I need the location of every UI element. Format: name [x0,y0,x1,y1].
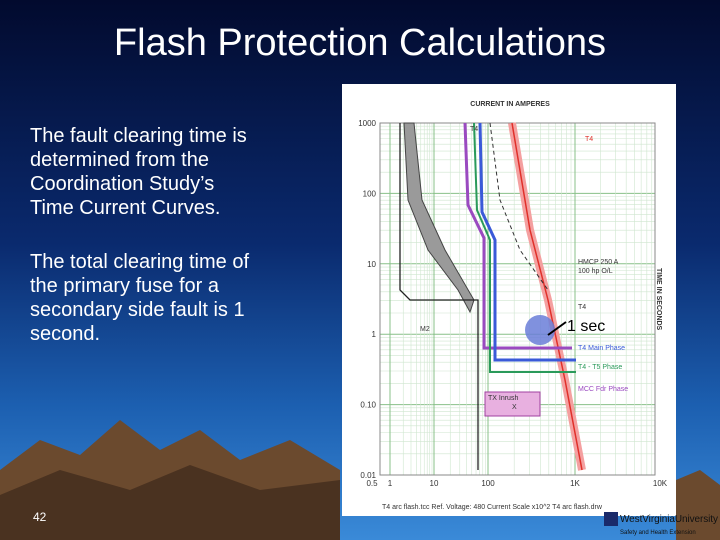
x-tick-label: 10K [653,479,668,488]
curve [463,122,572,350]
curve-label: T4 [585,136,593,143]
x-tick-label: 100 [481,479,495,488]
curve [473,122,576,373]
curve-label: HMCP 250 A [578,259,619,266]
annotation: 1 sec [567,318,605,335]
curve [399,123,479,470]
text-line: The fault clearing time is [30,125,247,147]
curve-label: MCC Fdr Phase [578,386,628,393]
logo-subtitle: Safety and Health Extension [620,530,696,536]
text-line: secondary side fault is 1 [30,299,245,321]
text-line: the primary fuse for a [30,275,219,297]
y-tick-label: 0.01 [360,471,376,480]
y-tick-label: 0.10 [360,401,376,410]
y-tick-label: 100 [363,189,377,198]
curve [478,122,576,362]
y-axis-title: TIME IN SECONDS [655,268,662,331]
x-tick-label: 1K [570,479,580,488]
logo-name: WestVirginiaUniversity [620,514,718,525]
x-tick-label: 1 [388,479,393,488]
y-tick-label: 10 [367,260,376,269]
fuse-band [403,122,475,314]
curve-label: T4 Main Phase [578,345,625,352]
text-line: determined from the [30,149,209,171]
curve-label: T4 [578,304,586,311]
highlight [525,315,555,345]
curve [511,122,583,471]
curve-label: X [512,404,517,411]
slide-title: Flash Protection Calculations [113,22,607,64]
y-tick-label: 1 [372,330,377,339]
figure-background [342,84,676,516]
text-line: The total clearing time of [30,251,249,273]
inrush-region [484,391,541,417]
curve [489,122,549,291]
x-tick-label: 10 [430,479,439,488]
x-tick-label: 0.5 [366,479,378,488]
logo-mark [604,512,618,526]
pointer [547,321,567,336]
plot-frame [379,122,656,476]
curve-label: T4 - T5 Phase [578,364,622,371]
curve-label: TX Inrush [488,395,518,402]
curve-label: 100 hp O/L [578,268,613,275]
mountains-shade [0,465,340,540]
curve-label: T4 [470,126,478,133]
text-line: second. [30,323,101,345]
paragraph: The fault clearing time is determined fro… [30,124,249,220]
figure-footer: T4 arc flash.tcc Ref. Voltage: 480 Curre… [382,504,603,511]
x-axis-title: CURRENT IN AMPERES [470,101,550,108]
paragraph: The total clearing time of the primary fu… [30,250,249,346]
mountains-right [676,470,720,540]
text-line: Time Current Curves. [30,197,221,219]
slide-text: The fault clearing time is determined fro… [30,124,249,376]
y-tick-label: 1000 [358,119,376,128]
curve-label: M2 [420,326,430,333]
page-number: 42 [33,510,47,524]
text-line: Coordination Study’s [30,173,215,195]
